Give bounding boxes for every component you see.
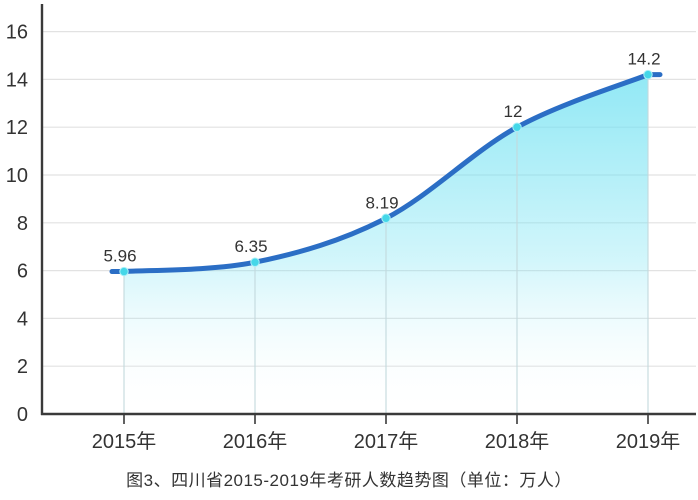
value-label: 14.2 (627, 50, 660, 69)
x-axis-label: 2016年 (223, 430, 288, 453)
value-label: 8.19 (365, 193, 398, 212)
x-axis-label: 2018年 (485, 430, 550, 453)
value-label: 6.35 (234, 237, 267, 256)
chart-caption: 图3、四川省2015-2019年考研人数趋势图（单位：万人） (126, 471, 572, 490)
y-axis-label: 2 (17, 356, 28, 378)
value-label: 5.96 (103, 247, 136, 266)
y-axis-label: 6 (17, 261, 28, 283)
y-axis-label: 14 (6, 69, 28, 91)
y-axis-label: 12 (6, 117, 28, 139)
value-label: 12 (504, 102, 523, 121)
y-axis-label: 16 (6, 22, 28, 44)
data-point-marker (512, 122, 522, 132)
x-axis-label: 2017年 (354, 430, 419, 453)
data-point-marker (119, 266, 129, 277)
y-axis-label: 0 (17, 404, 28, 426)
data-point-marker (643, 69, 653, 80)
data-point-marker (381, 213, 391, 223)
x-axis-label: 2015年 (92, 430, 157, 453)
trend-chart-canvas: 5.96 6.35 8.19 12 14.2 0 2 4 6 8 10 12 14 16 2015年 2016… (6, 4, 696, 453)
y-axis-label: 8 (17, 213, 28, 235)
x-axis-label: 2019年 (616, 430, 681, 453)
data-point-marker (250, 257, 260, 267)
y-axis-label: 10 (6, 165, 28, 187)
y-axis-label: 4 (17, 308, 28, 330)
